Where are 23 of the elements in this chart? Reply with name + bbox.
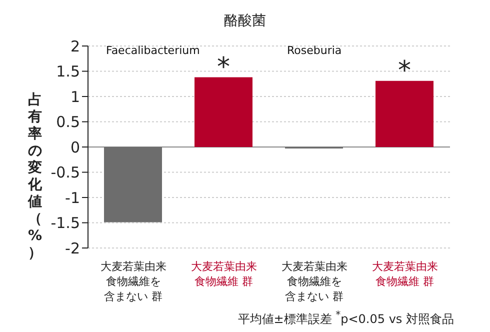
data-label: * <box>217 52 230 82</box>
text: 平均値±標準誤差 $^{*}$p<0.05 vs 対照食品 <box>238 310 454 328</box>
y-tick-label: 1 <box>70 88 80 106</box>
y-tick-label: -1 <box>65 188 80 207</box>
y-tick-label: 1.5 <box>56 62 80 81</box>
y-tick-label: 0 <box>70 138 80 156</box>
bar <box>194 77 252 147</box>
x-tick-label: 大麦若葉由来食物繊維を含まない 群 <box>281 260 348 303</box>
bar <box>376 80 434 147</box>
y-tick-label: -1.5 <box>50 214 80 232</box>
data-label: * <box>398 56 411 86</box>
text: 占有率の変化値（%） <box>28 92 42 261</box>
annotation: Faecalibacterium <box>106 44 200 57</box>
annotation: Roseburia <box>287 44 342 57</box>
bar <box>104 147 162 222</box>
chart-title: 酪酸菌 <box>223 12 267 30</box>
x-tick-label: 大麦若葉由来食物繊維 群 <box>372 260 438 288</box>
x-tick-label: 大麦若葉由来食物繊維を含まない 群 <box>100 260 166 303</box>
y-tick-label: -2 <box>65 239 80 258</box>
y-tick-label: 0.5 <box>56 113 80 132</box>
y-tick-label: -0.5 <box>50 164 80 182</box>
y-tick-label: 2 <box>70 37 80 56</box>
x-tick-label: 大麦若葉由来食物繊維 群 <box>190 260 257 288</box>
